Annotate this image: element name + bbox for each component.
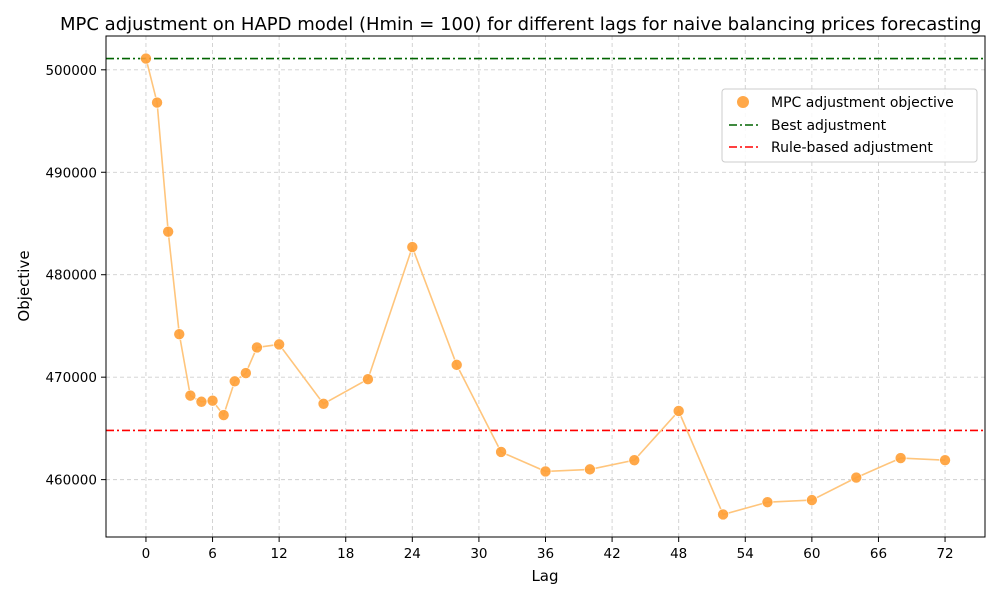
x-tick-label: 66	[870, 546, 887, 562]
data-point	[850, 471, 863, 484]
data-point	[362, 373, 374, 386]
data-point	[162, 225, 174, 238]
y-axis-ticks: 460000 470000 480000 490000 500000	[45, 63, 106, 489]
data-point	[251, 341, 263, 354]
x-tick-label: 12	[271, 546, 288, 562]
data-point	[628, 454, 641, 466]
legend-marker-mpc	[737, 96, 749, 108]
data-point	[184, 389, 197, 402]
data-point	[450, 359, 463, 371]
data-point	[195, 395, 208, 408]
data-point	[939, 454, 951, 466]
x-tick-label: 72	[936, 546, 953, 562]
data-point	[717, 508, 729, 521]
x-tick-label: 24	[404, 546, 421, 562]
legend: MPC adjustment objective Best adjustment…	[721, 88, 978, 163]
data-point	[240, 367, 252, 379]
reference-lines	[106, 57, 985, 432]
legend-label-rule: Rule-based adjustment	[771, 140, 933, 156]
x-tick-label: 54	[737, 546, 754, 562]
data-point	[173, 328, 186, 340]
legend-box	[721, 88, 978, 163]
y-tick-label: 470000	[45, 370, 97, 386]
x-tick-label: 36	[537, 546, 554, 562]
y-tick-label: 460000	[45, 473, 97, 489]
data-point	[217, 409, 230, 421]
legend-label-best: Best adjustment	[771, 118, 887, 134]
data-point	[273, 338, 285, 351]
data-point	[228, 375, 241, 388]
x-tick-label: 42	[603, 546, 620, 562]
x-axis-ticks: 0 6 12 18 24 30 36 42 48 54 60 66 72	[142, 537, 954, 562]
x-tick-label: 60	[803, 546, 820, 562]
data-point	[584, 463, 596, 476]
data-point	[140, 52, 152, 65]
chart-title: MPC adjustment on HAPD model (Hmin = 100…	[60, 14, 982, 35]
x-tick-label: 48	[670, 546, 687, 562]
data-points	[140, 52, 951, 521]
x-axis-label: Lag	[531, 567, 558, 585]
data-point	[495, 446, 507, 458]
x-tick-label: 0	[142, 546, 151, 562]
x-tick-label: 6	[208, 546, 217, 562]
legend-label-mpc: MPC adjustment objective	[771, 95, 954, 111]
data-point	[894, 452, 907, 464]
y-axis-label: Objective	[15, 250, 33, 321]
y-tick-label: 490000	[45, 165, 97, 181]
y-tick-label: 480000	[45, 268, 97, 284]
data-point	[406, 241, 419, 253]
data-point	[672, 405, 685, 417]
data-point	[317, 398, 330, 410]
data-point	[206, 394, 219, 407]
x-tick-label: 18	[337, 546, 354, 562]
data-point	[761, 496, 774, 508]
x-tick-label: 30	[470, 546, 487, 562]
data-point	[806, 494, 818, 506]
data-point	[539, 465, 552, 478]
data-point	[151, 96, 163, 109]
y-tick-label: 500000	[45, 63, 97, 79]
